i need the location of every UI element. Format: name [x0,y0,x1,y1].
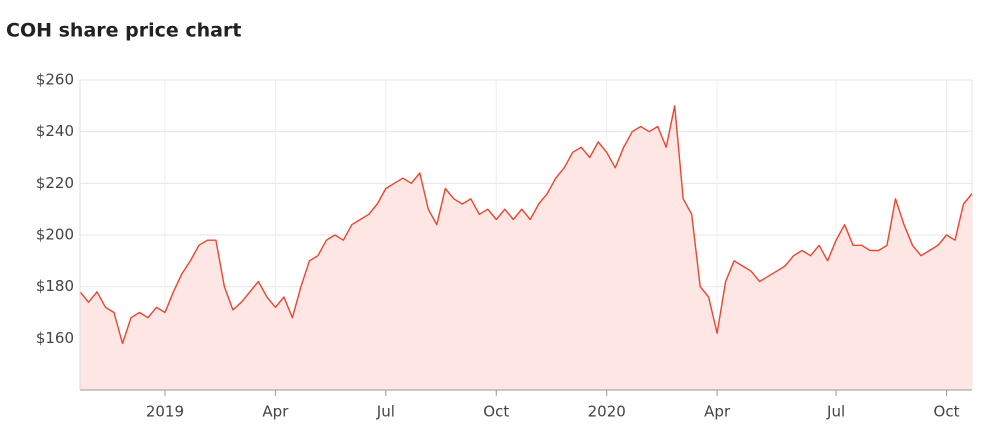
x-tick-label: 2020 [588,403,626,421]
line [79,105,973,345]
y-tick-label: $160 [36,329,74,347]
x-tick-label: Apr [262,403,289,421]
y-tick-label: $180 [36,277,74,295]
y-tick-label: $200 [36,226,74,244]
x-tick-label: Jul [826,403,845,421]
x-tick-label: Jul [376,403,395,421]
chart-title: COH share price chart [6,20,241,42]
x-tick-label: Oct [483,403,509,421]
x-tick-label: 2019 [146,403,184,421]
y-tick-label: $260 [36,71,74,89]
y-tick-label: $220 [36,174,74,192]
x-tick-label: Oct [934,403,960,421]
y-tick-label: $240 [36,122,74,140]
x-tick-label: Apr [704,403,731,421]
area [80,105,972,391]
